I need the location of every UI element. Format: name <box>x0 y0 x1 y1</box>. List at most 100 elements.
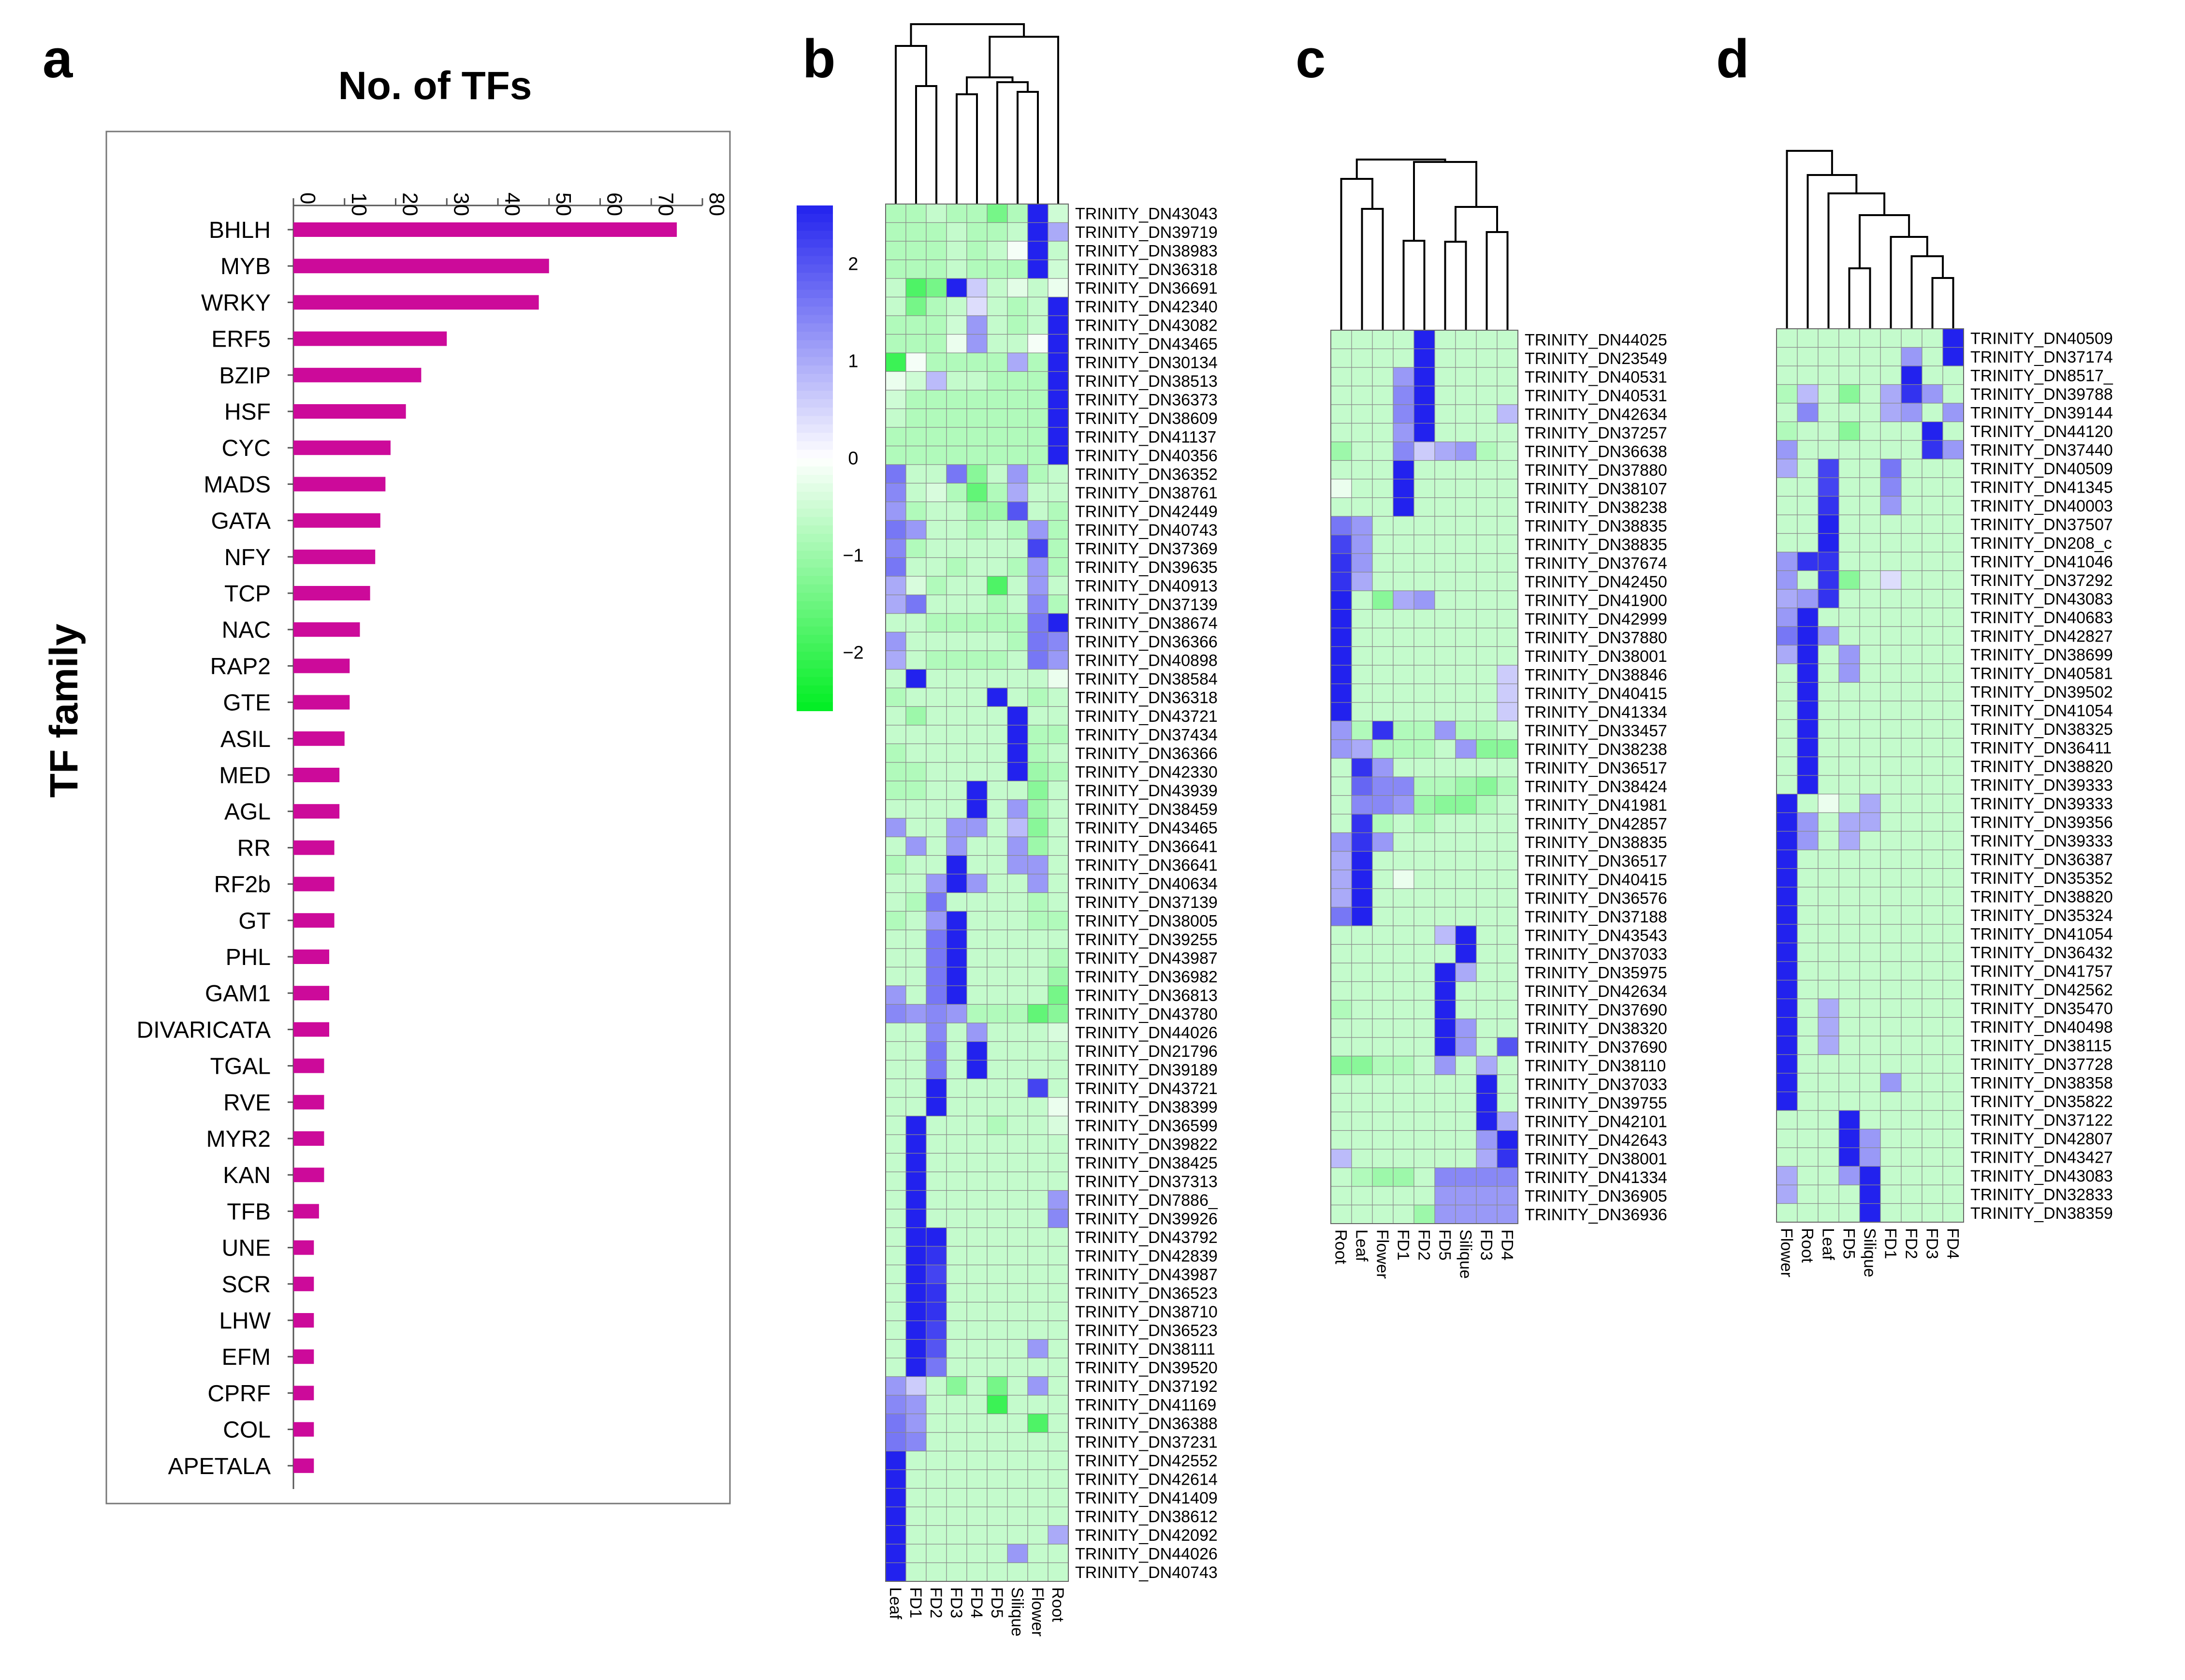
panel-d-heatmap-cell <box>1797 775 1819 795</box>
panel-a-category-label: HSF <box>224 399 271 425</box>
panel-d-heatmap-cell <box>1859 979 1881 999</box>
panel-b-heatmap-cell <box>885 1264 906 1284</box>
panel-a-category-label: MADS <box>204 472 271 497</box>
panel-c-row-label: TRINITY_DN36936 <box>1525 1206 1667 1224</box>
panel-a-bar <box>293 513 380 528</box>
panel-c-heatmap-cell <box>1372 348 1394 368</box>
panel-b-heatmap-cell <box>926 1264 947 1284</box>
panel-c-heatmap-cell <box>1393 832 1414 852</box>
panel-b-colorbar-segment <box>797 601 833 610</box>
panel-d-heatmap-cell <box>1797 812 1819 832</box>
panel-d-heatmap-cell <box>1818 775 1839 795</box>
panel-b-heatmap-cell <box>1027 780 1049 800</box>
panel-b-heatmap-cell <box>966 1227 988 1247</box>
panel-b-heatmap-cell <box>966 278 988 298</box>
panel-b-heatmap-cell <box>926 576 947 596</box>
panel-d-heatmap-cell <box>1859 1017 1881 1037</box>
panel-c-heatmap-cell <box>1455 423 1477 442</box>
panel-b-heatmap-cell <box>966 501 988 521</box>
panel-d-row-label: TRINITY_DN39333 <box>1970 776 2113 795</box>
panel-d-heatmap-cell <box>1776 663 1798 683</box>
panel-c-heatmap-cell <box>1330 590 1352 610</box>
panel-b-colorbar-segment <box>797 298 833 307</box>
panel-d-heatmap-cell <box>1942 663 1964 683</box>
panel-c-heatmap-cell <box>1351 441 1373 461</box>
panel-c-heatmap-cell <box>1330 1074 1352 1094</box>
panel-b-heatmap-cell <box>946 985 967 1005</box>
panel-b-heatmap-cell <box>946 334 967 353</box>
panel-b-heatmap-cell <box>926 501 947 521</box>
panel-d-row-label: TRINITY_DN39333 <box>1970 795 2113 813</box>
panel-b-heatmap-cell <box>1048 631 1069 651</box>
panel-c-heatmap-cell <box>1372 795 1394 815</box>
panel-d-heatmap-cell <box>1901 570 1923 590</box>
panel-b-heatmap-cell <box>926 464 947 484</box>
panel-b-heatmap-cell <box>987 1227 1008 1247</box>
panel-c-heatmap-cell <box>1393 348 1414 368</box>
panel-b-heatmap-cell <box>926 390 947 409</box>
panel-b-row-label: TRINITY_DN43465 <box>1075 819 1218 837</box>
panel-d-heatmap-cell <box>1797 979 1819 999</box>
panel-b-heatmap-cell <box>885 1060 906 1080</box>
panel-d-heatmap-cell <box>1859 831 1881 850</box>
panel-a-bar <box>293 1240 314 1255</box>
panel-b-heatmap-cell <box>885 1506 906 1526</box>
panel-d-row-label: TRINITY_DN37174 <box>1970 348 2113 366</box>
panel-b-colorbar-segment <box>797 466 833 476</box>
panel-c-heatmap-cell <box>1330 460 1352 480</box>
panel-c-heatmap-cell <box>1455 1111 1477 1131</box>
panel-a-bar <box>293 913 335 928</box>
panel-b-heatmap-cell <box>966 1153 988 1172</box>
panel-b-heatmap-cell <box>1027 762 1049 782</box>
panel-d-heatmap-cell <box>1922 719 1943 739</box>
panel-d-heatmap-cell <box>1818 1091 1839 1111</box>
panel-b-heatmap-cell <box>946 1301 967 1321</box>
panel-b-dendrogram <box>895 23 1059 204</box>
panel-c-heatmap-cell <box>1393 330 1414 350</box>
panel-d-row-label: TRINITY_DN40498 <box>1970 1018 2113 1037</box>
panel-b-row-label: TRINITY_DN37139 <box>1075 893 1218 912</box>
panel-c-heatmap-cell <box>1455 479 1477 498</box>
panel-b-heatmap-cell <box>966 1339 988 1359</box>
panel-c-heatmap-cell <box>1455 832 1477 852</box>
panel-b-heatmap-cell <box>987 1320 1008 1340</box>
panel-b-heatmap-cell <box>905 1283 927 1303</box>
panel-b-heatmap-cell <box>1007 482 1028 502</box>
panel-d-heatmap-cell <box>1922 1184 1943 1204</box>
panel-c-heatmap-cell <box>1455 330 1477 350</box>
panel-b-heatmap-cell <box>987 1023 1008 1042</box>
panel-c-heatmap-cell <box>1455 1037 1477 1057</box>
panel-d-heatmap-cell <box>1818 644 1839 664</box>
panel-d-heatmap-cell <box>1859 1054 1881 1074</box>
panel-b-heatmap-cell <box>1027 204 1049 223</box>
panel-b-heatmap-cell <box>885 1469 906 1489</box>
panel-b-heatmap-cell <box>885 1097 906 1117</box>
panel-d-heatmap-cell <box>1818 979 1839 999</box>
panel-a-bar <box>293 1276 314 1291</box>
panel-b-letter: b <box>802 29 835 89</box>
panel-d-heatmap-cell <box>1838 868 1860 888</box>
panel-b-heatmap-cell <box>987 725 1008 745</box>
panel-c-heatmap-cell <box>1497 646 1518 666</box>
panel-d-heatmap-cell <box>1797 1110 1819 1130</box>
panel-b-heatmap-cell <box>926 966 947 986</box>
panel-d-row-label: TRINITY_DN35822 <box>1970 1093 2113 1111</box>
panel-b-heatmap-cell <box>987 594 1008 614</box>
panel-c-heatmap-cell <box>1372 516 1394 536</box>
panel-c-heatmap-cell <box>1393 460 1414 480</box>
panel-b-colorbar-segment <box>797 416 833 425</box>
panel-b-colorbar-segment <box>797 307 833 316</box>
panel-b-heatmap-cell <box>926 259 947 279</box>
panel-b-heatmap-cell <box>926 1171 947 1191</box>
panel-d-heatmap-cell <box>1818 738 1839 758</box>
panel-b-heatmap-cell <box>966 985 988 1005</box>
panel-d-heatmap-cell <box>1942 979 1964 999</box>
panel-c-heatmap-cell <box>1455 404 1477 424</box>
panel-c-heatmap-cell <box>1476 460 1498 480</box>
panel-b-heatmap-cell <box>946 482 967 502</box>
panel-b-heatmap-cell <box>926 594 947 614</box>
panel-b-heatmap-cell <box>905 1395 927 1415</box>
panel-b-heatmap-cell <box>885 1023 906 1042</box>
panel-d-heatmap-cell <box>1818 924 1839 944</box>
panel-b-heatmap-cell <box>1027 966 1049 986</box>
